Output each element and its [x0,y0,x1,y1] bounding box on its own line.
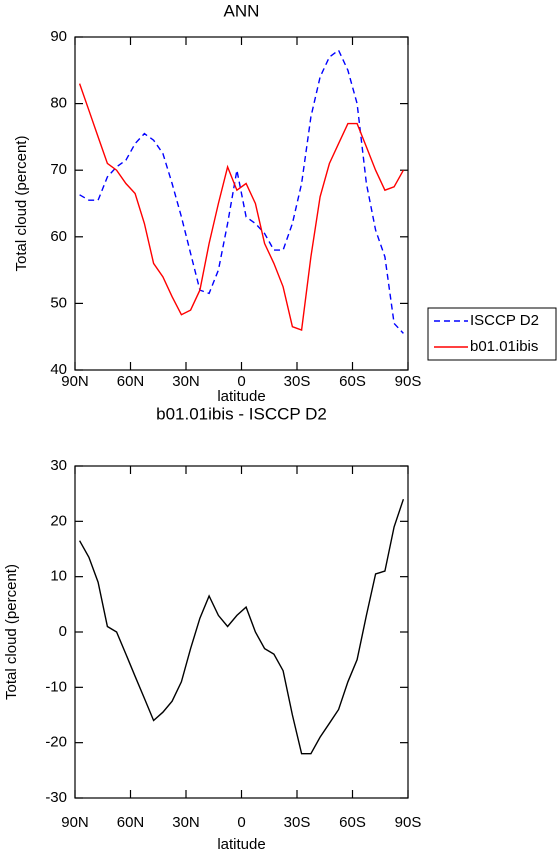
x-tick-label: 90N [61,814,89,831]
y-tick-label: -20 [45,734,67,751]
y-tick-label: 0 [59,623,67,640]
x-tick-label: 60S [339,814,366,831]
y-axis-label: Total cloud (percent) [3,564,20,700]
x-tick-label: 30N [172,373,200,390]
data-line [78,83,405,331]
chart: ANN latitude Total cloud (percent) 90N 60N 30… [13,1,557,405]
x-tick-label: 60N [117,373,145,390]
legend-label: ISCCP D2 [470,312,539,329]
y-tick-label: 90 [50,28,67,45]
y-tick-label: 10 [50,568,67,585]
x-tick-label: 90S [395,373,422,390]
x-tick-label: 60N [117,814,145,831]
plot-frame [74,465,409,799]
x-tick-label: 0 [237,373,245,390]
x-axis-label: latitude [217,836,265,852]
y-tick-label: 20 [50,512,67,529]
y-tick-label: 80 [50,95,67,112]
x-tick-label: 30N [172,814,200,831]
y-tick-label: -10 [45,678,67,695]
chart: b01.01ibis - ISCCP D2 latitude Total cloud… [3,404,421,852]
y-tick-label: 60 [50,228,67,245]
x-tick-label: 90S [395,814,422,831]
x-tick-label: 90N [61,373,89,390]
y-tick-label: 40 [50,361,67,378]
y-tick-label: -30 [45,789,67,806]
x-axis-label: latitude [217,388,265,405]
y-tick-label: 30 [50,457,67,474]
chart-title: b01.01ibis - ISCCP D2 [156,404,327,423]
x-tick-label: 30S [284,373,311,390]
y-tick-label: 70 [50,161,67,178]
plot-frame [74,36,409,371]
data-line [79,49,404,334]
x-tick-label: 0 [237,814,245,831]
data-line [78,498,405,755]
legend-label: b01.01ibis [470,338,538,355]
x-tick-label: 30S [284,814,311,831]
chart-title: ANN [224,1,260,20]
y-axis-label: Total cloud (percent) [13,136,30,272]
legend-box [427,307,557,361]
x-tick-label: 60S [339,373,366,390]
y-tick-label: 50 [50,294,67,311]
